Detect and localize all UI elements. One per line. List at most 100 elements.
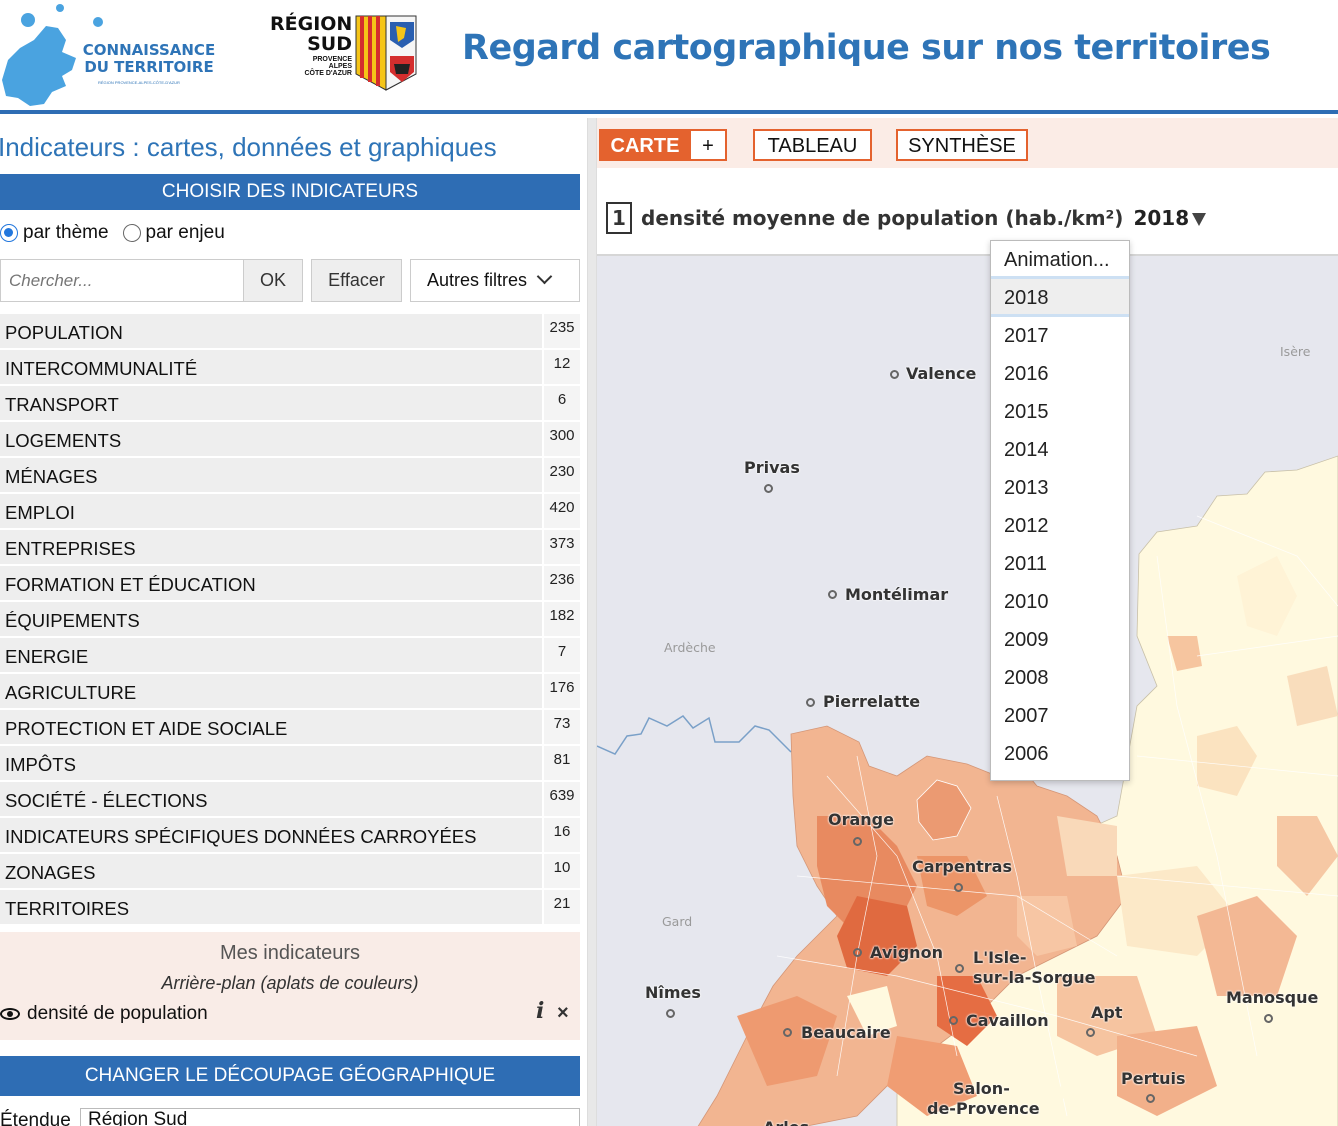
other-filters-dropdown[interactable]: Autres filtres [410,259,580,302]
theme-count: 236 [544,566,580,600]
year-option[interactable]: 2014 [1004,439,1049,461]
eye-icon[interactable] [0,1008,20,1020]
search-input[interactable] [0,259,244,302]
city-dot [666,1009,675,1018]
theme-row[interactable]: LOGEMENTS 300 [0,422,580,458]
etendue-select[interactable]: Région Sud [80,1108,580,1126]
year-option[interactable]: 2011 [1004,553,1048,575]
theme-row[interactable]: PROTECTION ET AIDE SOCIALE 73 [0,710,580,746]
clear-button[interactable]: Effacer [311,259,402,302]
region-sud-logo[interactable]: RÉGION SUD PROVENCE ALPES CÔTE D'AZUR [268,14,420,94]
region-sud-line-2: SUD [307,33,352,55]
theme-count: 176 [544,674,580,708]
theme-row[interactable]: MÉNAGES 230 [0,458,580,494]
theme-name: ENERGIE [0,638,542,672]
app-header: CONNAISSANCE DU TERRITOIRE RÉGION PROVEN… [0,0,1338,114]
label-avignon: Avignon [870,943,943,962]
radio-par-enjeu[interactable] [122,224,141,242]
region-sud-sub-3: CÔTE D'AZUR [304,70,352,77]
theme-row[interactable]: EMPLOI 420 [0,494,580,530]
theme-row[interactable]: POPULATION 235 [0,314,580,350]
app-title: Regard cartographique sur nos territoire… [462,28,1271,68]
change-geography-header[interactable]: CHANGER LE DÉCOUPAGE GÉOGRAPHIQUE [0,1056,580,1096]
year-option[interactable]: 2015 [1004,401,1049,423]
theme-count: 230 [544,458,580,492]
info-icon[interactable]: i [536,998,545,1024]
theme-row[interactable]: INDICATEURS SPÉCIFIQUES DONNÉES CARROYÉE… [0,818,580,854]
label-valence: Valence [906,364,977,383]
theme-count: 16 [544,818,580,852]
theme-count: 10 [544,854,580,888]
theme-count: 7 [544,638,580,672]
radio-par-theme-label[interactable]: par thème [23,222,109,243]
year-option[interactable]: 2006 [1004,743,1049,765]
theme-row[interactable]: ENTREPRISES 373 [0,530,580,566]
label-apt: Apt [1091,1003,1123,1022]
year-dropdown-menu: Animation... 2018 2017 2016 2015 2014 2013 20… [990,240,1130,781]
theme-row[interactable]: SOCIÉTÉ - ÉLECTIONS 639 [0,782,580,818]
other-filters-label: Autres filtres [427,270,528,290]
city-dot [764,484,773,493]
theme-name: MÉNAGES [0,458,542,492]
choose-indicators-header[interactable]: CHOISIR DES INDICATEURS [0,174,580,210]
label-isle-1: L'Isle- [973,948,1027,967]
year-option[interactable]: 2008 [1004,667,1049,689]
map-canvas[interactable]: Isère Ardèche Gard Valence Privas Montél… [597,254,1338,1126]
theme-row[interactable]: AGRICULTURE 176 [0,674,580,710]
radio-par-theme[interactable] [0,224,18,242]
tab-carte[interactable]: CARTE [599,129,691,161]
year-option[interactable]: 2010 [1004,591,1049,613]
panel-splitter[interactable] [587,118,597,1126]
label-pierrelatte: Pierrelatte [823,692,921,711]
year-option[interactable]: 2007 [1004,705,1049,727]
year-option[interactable]: 2016 [1004,363,1049,385]
theme-row[interactable]: ZONAGES 10 [0,854,580,890]
theme-name: INTERCOMMUNALITÉ [0,350,542,384]
indicators-panel: Indicateurs : cartes, données et graphiq… [0,118,588,1126]
etendue-label: Étendue [0,1110,71,1126]
theme-count: 639 [544,782,580,816]
my-indicator-item[interactable]: densité de population [0,1003,208,1025]
connaissance-territoire-logo[interactable]: CONNAISSANCE DU TERRITOIRE RÉGION PROVEN… [0,0,230,112]
ok-button[interactable]: OK [243,259,303,302]
year-select[interactable]: 2018 [1133,206,1207,230]
theme-row[interactable]: TRANSPORT 6 [0,386,580,422]
label-isere: Isère [1280,344,1311,359]
close-icon[interactable]: × [557,1002,569,1024]
theme-row[interactable]: ÉQUIPEMENTS 182 [0,602,580,638]
theme-row[interactable]: FORMATION ET ÉDUCATION 236 [0,566,580,602]
year-option[interactable]: 2012 [1004,515,1049,537]
caret-down-icon [1192,213,1207,226]
tab-carte-plus[interactable]: + [689,129,727,161]
year-option[interactable]: 2017 [1004,325,1049,347]
city-dot [1146,1094,1155,1103]
city-dot [828,590,837,599]
city-dot [890,370,899,379]
theme-row[interactable]: IMPÔTS 81 [0,746,580,782]
tab-tableau[interactable]: TABLEAU [753,129,872,161]
year-option-selected[interactable]: 2018 [991,279,1129,317]
theme-name: SOCIÉTÉ - ÉLECTIONS [0,782,542,816]
animation-option[interactable]: Animation... [991,241,1129,279]
year-option[interactable]: 2009 [1004,629,1049,651]
city-dot [954,883,963,892]
radio-par-enjeu-label[interactable]: par enjeu [145,222,225,243]
theme-row[interactable]: ENERGIE 7 [0,638,580,674]
theme-name: ZONAGES [0,854,542,888]
region-sud-line-1: RÉGION [270,13,353,35]
year-select-value: 2018 [1133,206,1190,230]
logo-line-2: DU TERRITOIRE [84,58,214,76]
view-tabs: CARTE + TABLEAU SYNTHÈSE [597,118,1338,168]
theme-name: INDICATEURS SPÉCIFIQUES DONNÉES CARROYÉE… [0,818,542,852]
label-beaucaire: Beaucaire [801,1023,891,1042]
theme-count: 6 [544,386,580,420]
theme-name: ENTREPRISES [0,530,542,564]
tab-synthese[interactable]: SYNTHÈSE [896,129,1028,161]
theme-name: POPULATION [0,314,542,348]
theme-count: 300 [544,422,580,456]
theme-row[interactable]: TERRITOIRES 21 [0,890,580,926]
theme-row[interactable]: INTERCOMMUNALITÉ 12 [0,350,580,386]
label-pertuis: Pertuis [1121,1069,1186,1088]
year-option[interactable]: 2013 [1004,477,1049,499]
theme-count: 81 [544,746,580,780]
